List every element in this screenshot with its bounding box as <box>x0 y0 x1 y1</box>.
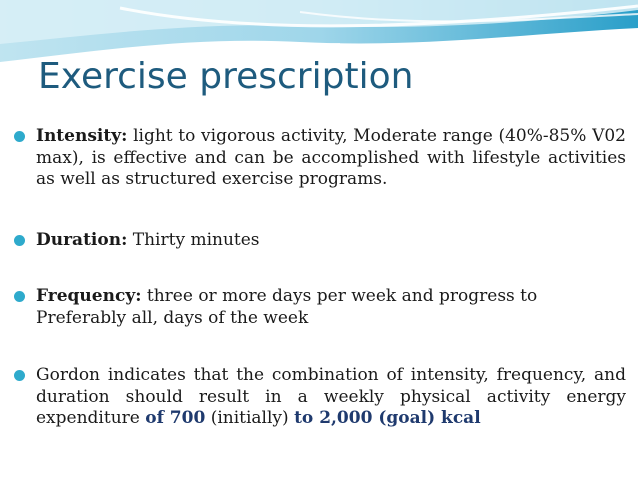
bullet-gordon: Gordon indicates that the combination of… <box>14 365 626 430</box>
bullet-body: light to vigorous activity, Moderate ran… <box>36 126 626 189</box>
highlight-goal-kcal: to 2,000 (goal) kcal <box>294 408 481 428</box>
bullet-dot-icon <box>14 291 25 302</box>
bullet-text: Duration: Thirty minutes <box>36 230 626 252</box>
bullet-body: three or more days per week and progress… <box>36 286 538 328</box>
bullet-body: Gordon indicates that the combination of… <box>36 365 626 428</box>
bullet-text: Intensity: light to vigorous activity, M… <box>36 126 626 191</box>
highlight-initial-kcal: of 700 <box>145 408 206 428</box>
bullet-body: (initially) <box>205 408 295 428</box>
slide-title: Exercise prescription <box>38 56 414 97</box>
bullet-dot-icon <box>14 370 25 381</box>
header-wave-decoration <box>0 0 638 71</box>
wave-band-light <box>0 0 638 44</box>
bullet-intensity: Intensity: light to vigorous activity, M… <box>14 126 626 191</box>
bullet-text: Frequency: three or more days per week a… <box>36 286 626 329</box>
bullet-label: Duration: <box>36 230 128 250</box>
bullet-dot-icon <box>14 235 25 246</box>
wave-line-white <box>119 4 638 28</box>
bullet-body: Thirty minutes <box>127 230 260 250</box>
wave-line-white-2 <box>299 11 638 23</box>
bullet-text: Gordon indicates that the combination of… <box>36 365 626 430</box>
bullet-dot-icon <box>14 131 25 142</box>
wave-line-white-3 <box>0 43 341 71</box>
bullet-label: Frequency: <box>36 286 142 306</box>
bullet-label: Intensity: <box>36 126 128 146</box>
bullet-frequency: Frequency: three or more days per week a… <box>14 286 626 329</box>
bullet-duration: Duration: Thirty minutes <box>14 230 626 252</box>
